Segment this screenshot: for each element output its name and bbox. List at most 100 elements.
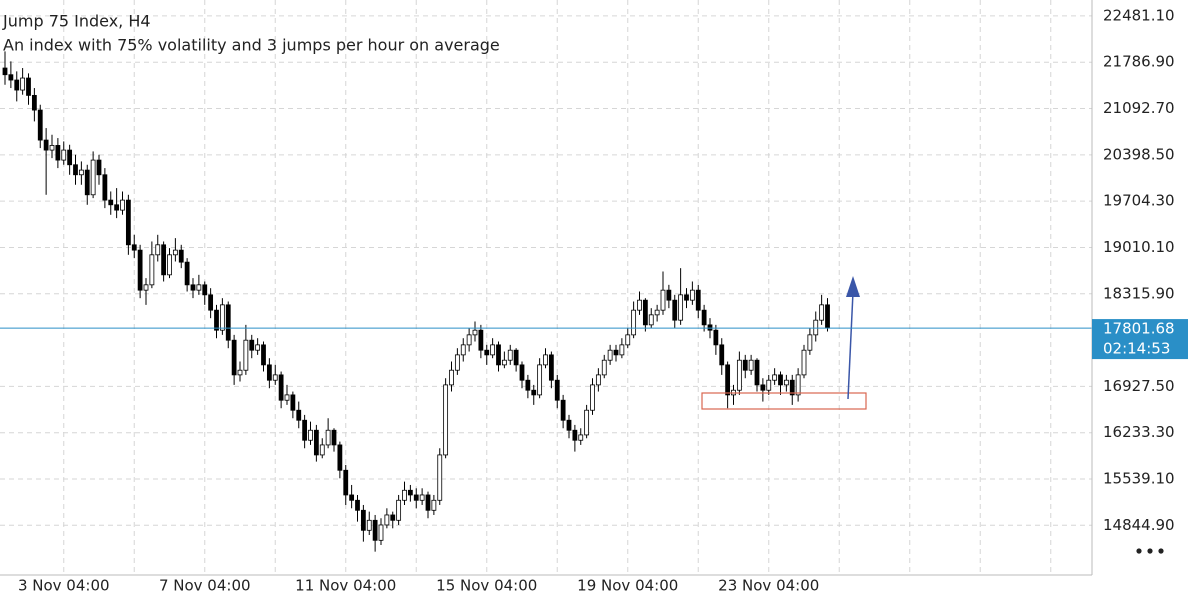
dot [1158, 548, 1164, 554]
candle-body [789, 379, 795, 396]
candle-body [601, 359, 607, 376]
candle-body [237, 369, 243, 376]
dot [1147, 548, 1153, 554]
candle-body [590, 384, 595, 411]
candle-body [501, 359, 507, 366]
y-tick-label: 15539.10 [1103, 470, 1175, 488]
candle-body [472, 329, 478, 336]
candle-body [84, 169, 90, 196]
countdown-label: 02:14:53 [1103, 340, 1170, 358]
candle-body [272, 374, 278, 381]
y-tick-label: 20398.50 [1103, 145, 1175, 163]
candle-body [760, 384, 766, 391]
candle-body [525, 379, 531, 391]
candle-body [390, 514, 396, 521]
candle-body [278, 374, 284, 401]
candle-body [90, 159, 96, 196]
candle-body [20, 77, 26, 91]
chart-title: Jump 75 Index, H4 [2, 12, 151, 31]
candle-body [813, 319, 819, 336]
candle-body [766, 379, 772, 391]
candle-body [384, 514, 390, 526]
arrow-shaft [847, 291, 854, 400]
candle-body [343, 469, 349, 496]
candle-body [443, 384, 449, 456]
candle-body [754, 359, 760, 386]
candle-body [672, 299, 678, 321]
candle-body [296, 409, 302, 421]
candle-body [466, 334, 472, 346]
candle-body [736, 359, 742, 391]
candle-body [513, 349, 519, 366]
x-tick-label: 15 Nov 04:00 [436, 577, 537, 595]
candle-body [114, 204, 120, 211]
candle-body [825, 304, 830, 329]
candle-body [783, 379, 789, 386]
candle-body [225, 304, 231, 341]
candle-body [184, 261, 190, 286]
candle-body [255, 344, 261, 351]
y-tick-label: 16927.50 [1103, 377, 1175, 395]
candle-body [725, 364, 731, 396]
candle-body [460, 344, 466, 356]
candle-body [678, 294, 684, 321]
candle-body [413, 494, 419, 501]
candle-body [61, 149, 67, 161]
candle-body [31, 94, 37, 111]
x-tick-label: 3 Nov 04:00 [18, 577, 110, 595]
candle-body [578, 434, 584, 441]
candle-body [172, 249, 178, 256]
candle-body [249, 339, 255, 351]
candle-body [308, 429, 313, 441]
candle-body [619, 344, 625, 356]
candle-body [795, 374, 801, 396]
candle-body [178, 249, 184, 263]
candle-body [560, 399, 566, 421]
candle-body [131, 244, 137, 251]
candle-body [67, 149, 73, 166]
candle-body [660, 289, 666, 311]
candle-body [543, 354, 548, 366]
chart-subtitle: An index with 75% volatility and 3 jumps… [3, 36, 500, 55]
candle-body [478, 329, 484, 351]
candle-body [454, 354, 460, 371]
candle-body [167, 254, 172, 276]
candle-body [78, 169, 84, 176]
candle-body [625, 334, 631, 346]
x-tick-label: 23 Nov 04:00 [718, 577, 819, 595]
candle-body [319, 444, 325, 456]
menu-dots[interactable] [1136, 548, 1164, 554]
candle-body [190, 284, 196, 291]
candle-body [202, 284, 208, 296]
candle-body [137, 249, 143, 291]
candle-body [219, 304, 225, 331]
candle-body [507, 349, 513, 361]
candle-body [695, 289, 701, 311]
candles [2, 51, 830, 552]
candle-body [73, 164, 78, 176]
candle-body [519, 364, 525, 381]
candle-body [366, 519, 372, 531]
candle-body [14, 79, 20, 91]
candle-body [372, 519, 378, 541]
y-tick-label: 21786.90 [1103, 53, 1175, 71]
candle-body [325, 429, 331, 446]
candle-body [214, 309, 219, 331]
candle-body [572, 429, 578, 441]
candle-body [642, 299, 648, 326]
candle-body [231, 339, 237, 376]
y-tick-label: 14844.90 [1103, 516, 1175, 534]
candle-body [778, 374, 783, 386]
candle-body [143, 284, 149, 291]
candle-body [595, 374, 601, 386]
candle-body [584, 409, 590, 436]
candle-body [360, 509, 366, 531]
candle-body [607, 349, 613, 361]
candle-body [161, 244, 167, 276]
candle-body [449, 369, 454, 386]
candle-body [396, 499, 402, 521]
candle-body [155, 244, 161, 256]
